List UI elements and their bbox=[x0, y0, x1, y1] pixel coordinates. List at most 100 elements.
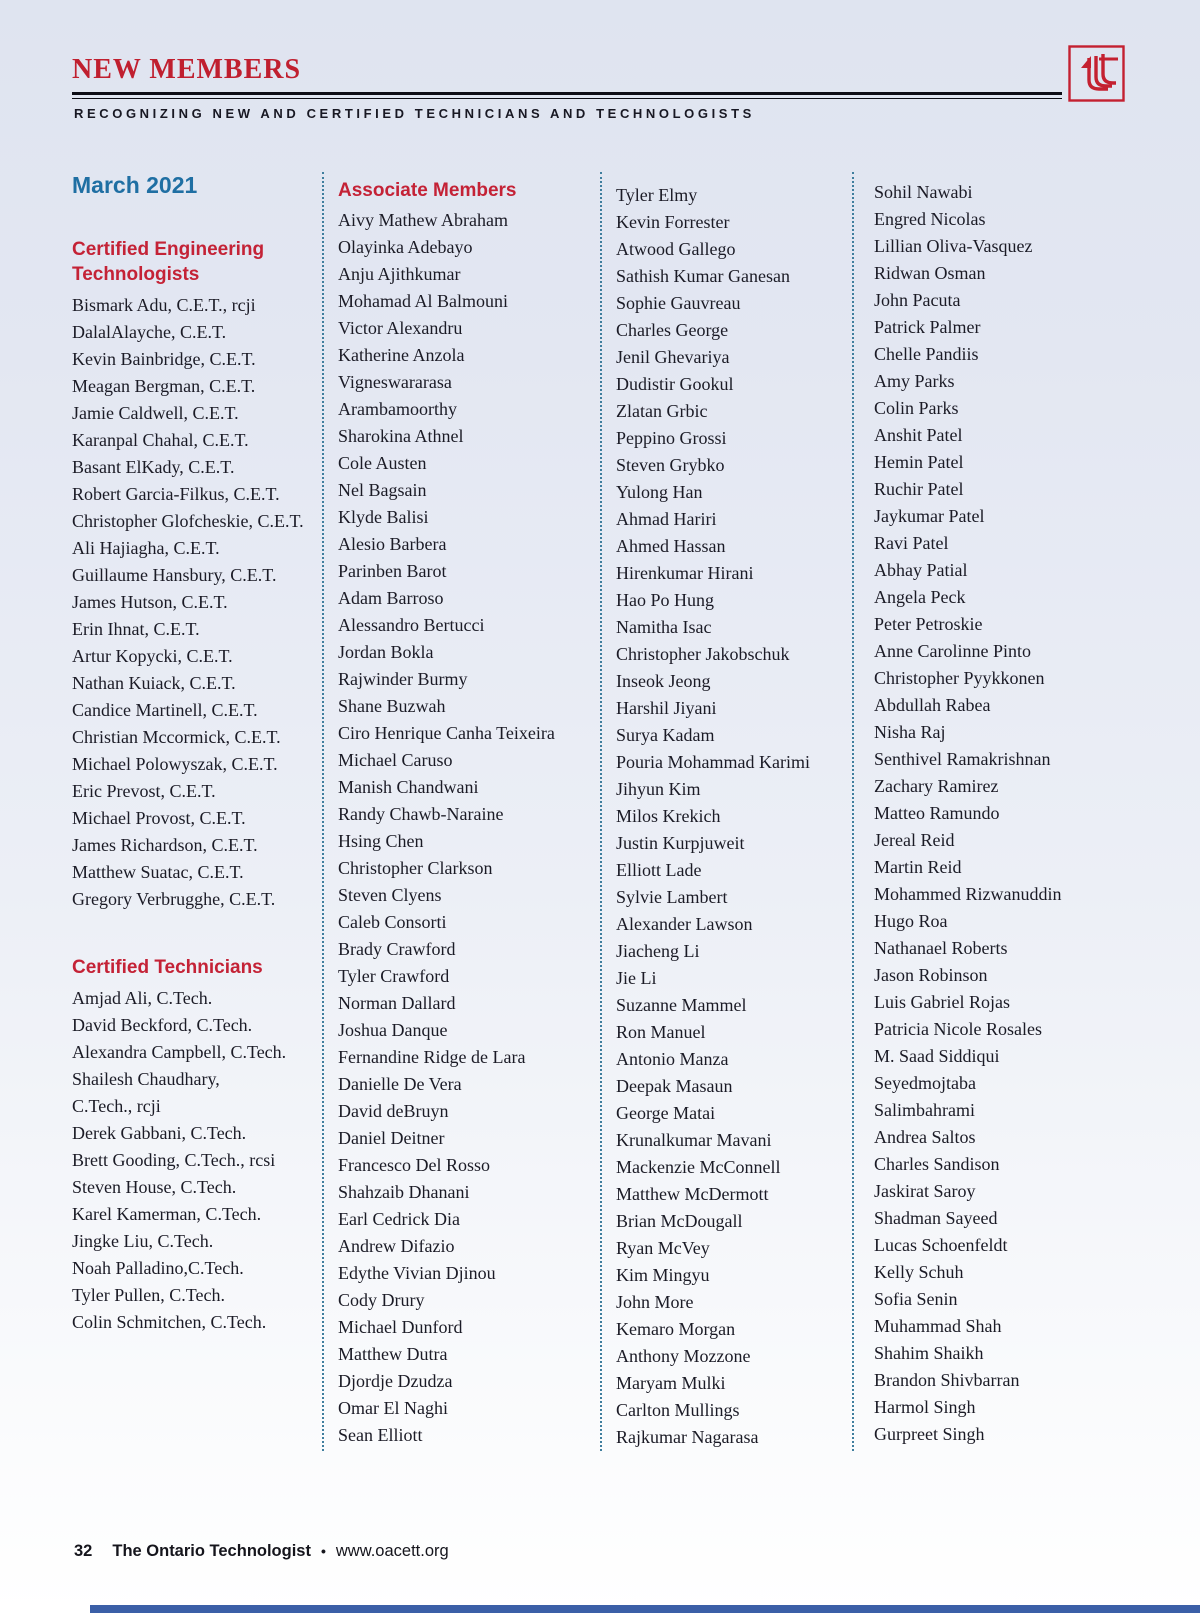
column-associate-1: Associate Members Aivy Mathew Abraham Ola… bbox=[322, 172, 600, 1451]
member-name: Candice Martinell, C.E.T. bbox=[72, 700, 258, 720]
member-name: Djordje Dzudza bbox=[338, 1371, 453, 1391]
member-name: Jamie Caldwell, C.E.T. bbox=[72, 403, 239, 423]
member-name: Matteo Ramundo bbox=[874, 803, 1000, 823]
member-name: Daniel Deitner bbox=[338, 1128, 445, 1148]
member-name: Jenil Ghevariya bbox=[616, 347, 730, 367]
associate-member-list-1: Aivy Mathew Abraham Olayinka Adebayo Anju … bbox=[338, 207, 600, 1449]
member-name: Rajkumar Nagarasa bbox=[616, 1427, 759, 1447]
member-name: Hirenkumar Hirani bbox=[616, 563, 754, 583]
member-name: Kevin Forrester bbox=[616, 212, 730, 232]
member-name: Hemin Patel bbox=[874, 452, 964, 472]
member-name: Ahmed Hassan bbox=[616, 536, 726, 556]
member-name: Lucas Schoenfeldt bbox=[874, 1235, 1008, 1255]
member-name: Michael Provost, C.E.T. bbox=[72, 808, 246, 828]
member-name: Gregory Verbrugghe, C.E.T. bbox=[72, 889, 276, 909]
member-name: Anthony Mozzone bbox=[616, 1346, 751, 1366]
website-url: www.oacett.org bbox=[335, 1542, 449, 1560]
member-name: Nathanael Roberts bbox=[874, 938, 1008, 958]
member-name: C.Tech., rcji bbox=[72, 1096, 161, 1116]
member-name: Gurpreet Singh bbox=[874, 1424, 985, 1444]
member-name: Steven House, C.Tech. bbox=[72, 1177, 237, 1197]
member-name: Martin Reid bbox=[874, 857, 962, 877]
footer-separator: • bbox=[320, 1543, 326, 1559]
member-name: Nathan Kuiack, C.E.T. bbox=[72, 673, 236, 693]
member-name: Tyler Pullen, C.Tech. bbox=[72, 1285, 225, 1305]
member-name: Victor Alexandru bbox=[338, 318, 463, 338]
member-name: Christopher Glofcheskie, C.E.T. bbox=[72, 511, 304, 531]
member-name: John Pacuta bbox=[874, 290, 961, 310]
member-name: Chelle Pandiis bbox=[874, 344, 979, 364]
member-name: David Beckford, C.Tech. bbox=[72, 1015, 253, 1035]
member-name: Suzanne Mammel bbox=[616, 995, 747, 1015]
member-name: Ahmad Hariri bbox=[616, 509, 717, 529]
member-name: Shahim Shaikh bbox=[874, 1343, 984, 1363]
page-subtitle: RECOGNIZING NEW AND CERTIFIED TECHNICIAN… bbox=[74, 106, 755, 121]
member-name: Arambamoorthy bbox=[338, 399, 457, 419]
member-name: Hao Po Hung bbox=[616, 590, 714, 610]
member-name: Jie Li bbox=[616, 968, 657, 988]
member-name: Christopher Pyykkonen bbox=[874, 668, 1045, 688]
member-name: Engred Nicolas bbox=[874, 209, 986, 229]
member-name: Andrea Saltos bbox=[874, 1127, 976, 1147]
member-name: Alessandro Bertucci bbox=[338, 615, 485, 635]
member-name: Namitha Isac bbox=[616, 617, 712, 637]
member-name: Adam Barroso bbox=[338, 588, 444, 608]
page-number: 32 bbox=[74, 1542, 93, 1560]
member-name: Vigneswararasa bbox=[338, 372, 452, 392]
member-name: Guillaume Hansbury, C.E.T. bbox=[72, 565, 277, 585]
member-name: David deBruyn bbox=[338, 1101, 449, 1121]
member-name: Matthew Dutra bbox=[338, 1344, 448, 1364]
member-name: Inseok Jeong bbox=[616, 671, 711, 691]
member-name: Matthew McDermott bbox=[616, 1184, 769, 1204]
member-name: Kevin Bainbridge, C.E.T. bbox=[72, 349, 256, 369]
member-name: Christopher Clarkson bbox=[338, 858, 493, 878]
member-name: Sophie Gauvreau bbox=[616, 293, 741, 313]
member-name: Francesco Del Rosso bbox=[338, 1155, 490, 1175]
member-name: Kemaro Morgan bbox=[616, 1319, 736, 1339]
member-name: Yulong Han bbox=[616, 482, 703, 502]
member-name: Ruchir Patel bbox=[874, 479, 964, 499]
member-name: Fernandine Ridge de Lara bbox=[338, 1047, 526, 1067]
member-name: Olayinka Adebayo bbox=[338, 237, 473, 257]
member-name: Caleb Consorti bbox=[338, 912, 447, 932]
member-name: Jaskirat Saroy bbox=[874, 1181, 976, 1201]
member-name: Michael Dunford bbox=[338, 1317, 463, 1337]
member-name: Tyler Crawford bbox=[338, 966, 450, 986]
member-name: Christopher Jakobschuk bbox=[616, 644, 790, 664]
member-name: DalalAlayche, C.E.T. bbox=[72, 322, 227, 342]
member-name: Alexandra Campbell, C.Tech. bbox=[72, 1042, 287, 1062]
member-name: Kelly Schuh bbox=[874, 1262, 964, 1282]
section-heading-cet: Certified Engineering Technologists bbox=[72, 239, 265, 285]
member-name: Parinben Barot bbox=[338, 561, 447, 581]
member-name: Harmol Singh bbox=[874, 1397, 976, 1417]
member-name: Ciro Henrique Canha Teixeira bbox=[338, 723, 555, 743]
member-name: Anshit Patel bbox=[874, 425, 963, 445]
member-name: Sean Elliott bbox=[338, 1425, 423, 1445]
member-name: Jiacheng Li bbox=[616, 941, 700, 961]
section-heading-ctech: Certified Technicians bbox=[72, 957, 263, 978]
member-name: Shailesh Chaudhary, bbox=[72, 1069, 220, 1089]
member-name: Hugo Roa bbox=[874, 911, 948, 931]
member-name: Michael Caruso bbox=[338, 750, 453, 770]
member-name: Luis Gabriel Rojas bbox=[874, 992, 1010, 1012]
member-name: Rajwinder Burmy bbox=[338, 669, 468, 689]
member-name: Steven Clyens bbox=[338, 885, 442, 905]
member-name: Steven Grybko bbox=[616, 455, 725, 475]
member-name: Salimbahrami bbox=[874, 1100, 975, 1120]
member-name: Sharokina Athnel bbox=[338, 426, 464, 446]
bottom-page-bar bbox=[90, 1605, 1200, 1613]
member-name: Abhay Patial bbox=[874, 560, 968, 580]
member-name: Brett Gooding, C.Tech., rcsi bbox=[72, 1150, 276, 1170]
member-name: Cole Austen bbox=[338, 453, 427, 473]
oacett-logo bbox=[1068, 45, 1125, 102]
issue-date: March 2021 bbox=[72, 172, 198, 198]
member-name: Mohamad Al Balmouni bbox=[338, 291, 508, 311]
member-name: Justin Kurpjuweit bbox=[616, 833, 745, 853]
member-name: Matthew Suatac, C.E.T. bbox=[72, 862, 244, 882]
member-name: Nisha Raj bbox=[874, 722, 946, 742]
member-name: Zachary Ramirez bbox=[874, 776, 999, 796]
member-name: Colin Parks bbox=[874, 398, 959, 418]
member-name: Karanpal Chahal, C.E.T. bbox=[72, 430, 249, 450]
member-name: Krunalkumar Mavani bbox=[616, 1130, 772, 1150]
member-name: M. Saad Siddiqui bbox=[874, 1046, 1000, 1066]
